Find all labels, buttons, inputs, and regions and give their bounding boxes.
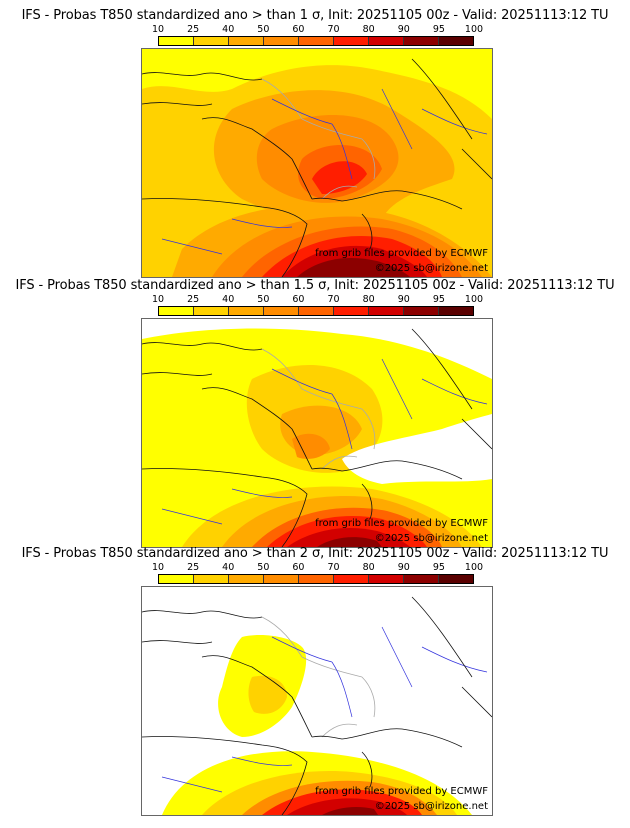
colorbar-labels: 10 25 40 50 60 70 80 90 95 100 [150, 562, 490, 573]
panel-title: IFS - Probas T850 standardized ano > tha… [21, 546, 609, 561]
colorbar-tick-label: 95 [432, 294, 445, 305]
credit-source: from grib files provided by ECMWF [315, 518, 488, 529]
colorbar-segment [439, 307, 473, 315]
colorbar-segment [299, 37, 334, 45]
colorbar-tick-label: 60 [292, 24, 305, 35]
credit-copyright: ©2025 sb@irizone.net [374, 801, 488, 812]
colorbar-labels: 10 25 40 50 60 70 80 90 95 100 [150, 24, 490, 35]
map-canvas [142, 328, 492, 547]
colorbar-segment [159, 575, 194, 583]
probability-contour [297, 257, 410, 277]
probability-contour [292, 433, 330, 459]
colorbar-tick-label: 100 [464, 24, 484, 35]
colorbar-segment [369, 575, 404, 583]
country-borders [261, 348, 376, 470]
colorbar-segment [159, 37, 194, 45]
colorbar-legend [158, 306, 474, 316]
colorbar-labels: 10 25 40 50 60 70 80 90 95 100 [150, 294, 490, 305]
probability-contour [312, 161, 367, 194]
colorbar-legend [158, 574, 474, 584]
credit-copyright: ©2025 sb@irizone.net [374, 263, 488, 274]
credit-source: from grib files provided by ECMWF [315, 786, 488, 797]
colorbar-tick-label: 10 [151, 24, 165, 35]
map-canvas [142, 596, 492, 815]
colorbar-segment [404, 575, 439, 583]
probability-contour [287, 798, 407, 815]
colorbar-tick-label: 50 [257, 562, 270, 573]
colorbar-segment [229, 575, 264, 583]
colorbar-tick-label: 90 [397, 24, 410, 35]
colorbar-tick-label: 25 [187, 24, 200, 35]
colorbar-segment [264, 575, 299, 583]
colorbar-segment [404, 37, 439, 45]
credit-copyright: ©2025 sb@irizone.net [374, 533, 488, 544]
colorbar-tick-label: 60 [292, 294, 305, 305]
colorbar-segment [264, 307, 299, 315]
colorbar-tick-label: 50 [257, 294, 270, 305]
colorbar-tick-label: 10 [151, 294, 165, 305]
panel-1-sigma: IFS - Probas T850 standardized ano > tha… [0, 0, 630, 278]
country-borders [261, 78, 376, 200]
colorbar-tick-label: 80 [362, 24, 375, 35]
colorbar-tick-label: 100 [464, 562, 484, 573]
colorbar-segment [194, 37, 229, 45]
probability-contour [342, 414, 492, 484]
colorbar-tick-label: 80 [362, 294, 375, 305]
panel-1-5-sigma: IFS - Probas T850 standardized ano > tha… [0, 270, 630, 548]
colorbar-segment [334, 37, 369, 45]
panel-title: IFS - Probas T850 standardized ano > tha… [21, 8, 609, 23]
colorbar-segment [369, 307, 404, 315]
coastline [142, 328, 492, 547]
probability-map: from grib files provided by ECMWF ©2025 … [141, 586, 493, 816]
colorbar-tick-label: 60 [292, 562, 305, 573]
colorbar-segment [194, 575, 229, 583]
colorbar-segment [369, 37, 404, 45]
probability-contour [322, 807, 378, 815]
colorbar-tick-label: 90 [397, 562, 410, 573]
colorbar-segment [334, 575, 369, 583]
probability-map: from grib files provided by ECMWF ©2025 … [141, 48, 493, 278]
colorbar-tick-label: 10 [151, 562, 165, 573]
country-borders [261, 616, 376, 738]
colorbar-segment [404, 307, 439, 315]
colorbar-segment [299, 575, 334, 583]
colorbar-tick-label: 95 [432, 24, 445, 35]
colorbar-segment [439, 37, 473, 45]
colorbar-segment [299, 307, 334, 315]
colorbar-segment [194, 307, 229, 315]
colorbar-segment [439, 575, 473, 583]
colorbar-tick-label: 70 [327, 24, 340, 35]
probability-map: from grib files provided by ECMWF ©2025 … [141, 318, 493, 548]
colorbar-tick-label: 70 [327, 294, 340, 305]
colorbar-tick-label: 40 [222, 24, 235, 35]
rivers [161, 626, 488, 793]
colorbar-tick-label: 70 [327, 562, 340, 573]
credit-source: from grib files provided by ECMWF [315, 248, 488, 259]
coastline [142, 596, 492, 815]
colorbar-tick-label: 40 [222, 294, 235, 305]
colorbar-segment [229, 37, 264, 45]
colorbar-tick-label: 80 [362, 562, 375, 573]
rivers [161, 358, 488, 525]
colorbar-tick-label: 90 [397, 294, 410, 305]
panel-2-sigma: IFS - Probas T850 standardized ano > tha… [0, 538, 630, 816]
colorbar-tick-label: 40 [222, 562, 235, 573]
coastline [142, 58, 492, 277]
colorbar-tick-label: 95 [432, 562, 445, 573]
colorbar-tick-label: 25 [187, 562, 200, 573]
colorbar-segment [264, 37, 299, 45]
map-canvas [142, 49, 492, 277]
colorbar-tick-label: 25 [187, 294, 200, 305]
panel-title: IFS - Probas T850 standardized ano > tha… [15, 278, 615, 293]
colorbar-tick-label: 100 [464, 294, 484, 305]
colorbar-tick-label: 50 [257, 24, 270, 35]
probability-contour [317, 537, 382, 547]
rivers [161, 88, 488, 255]
colorbar-segment [334, 307, 369, 315]
colorbar-legend [158, 36, 474, 46]
colorbar-segment [229, 307, 264, 315]
colorbar-segment [159, 307, 194, 315]
